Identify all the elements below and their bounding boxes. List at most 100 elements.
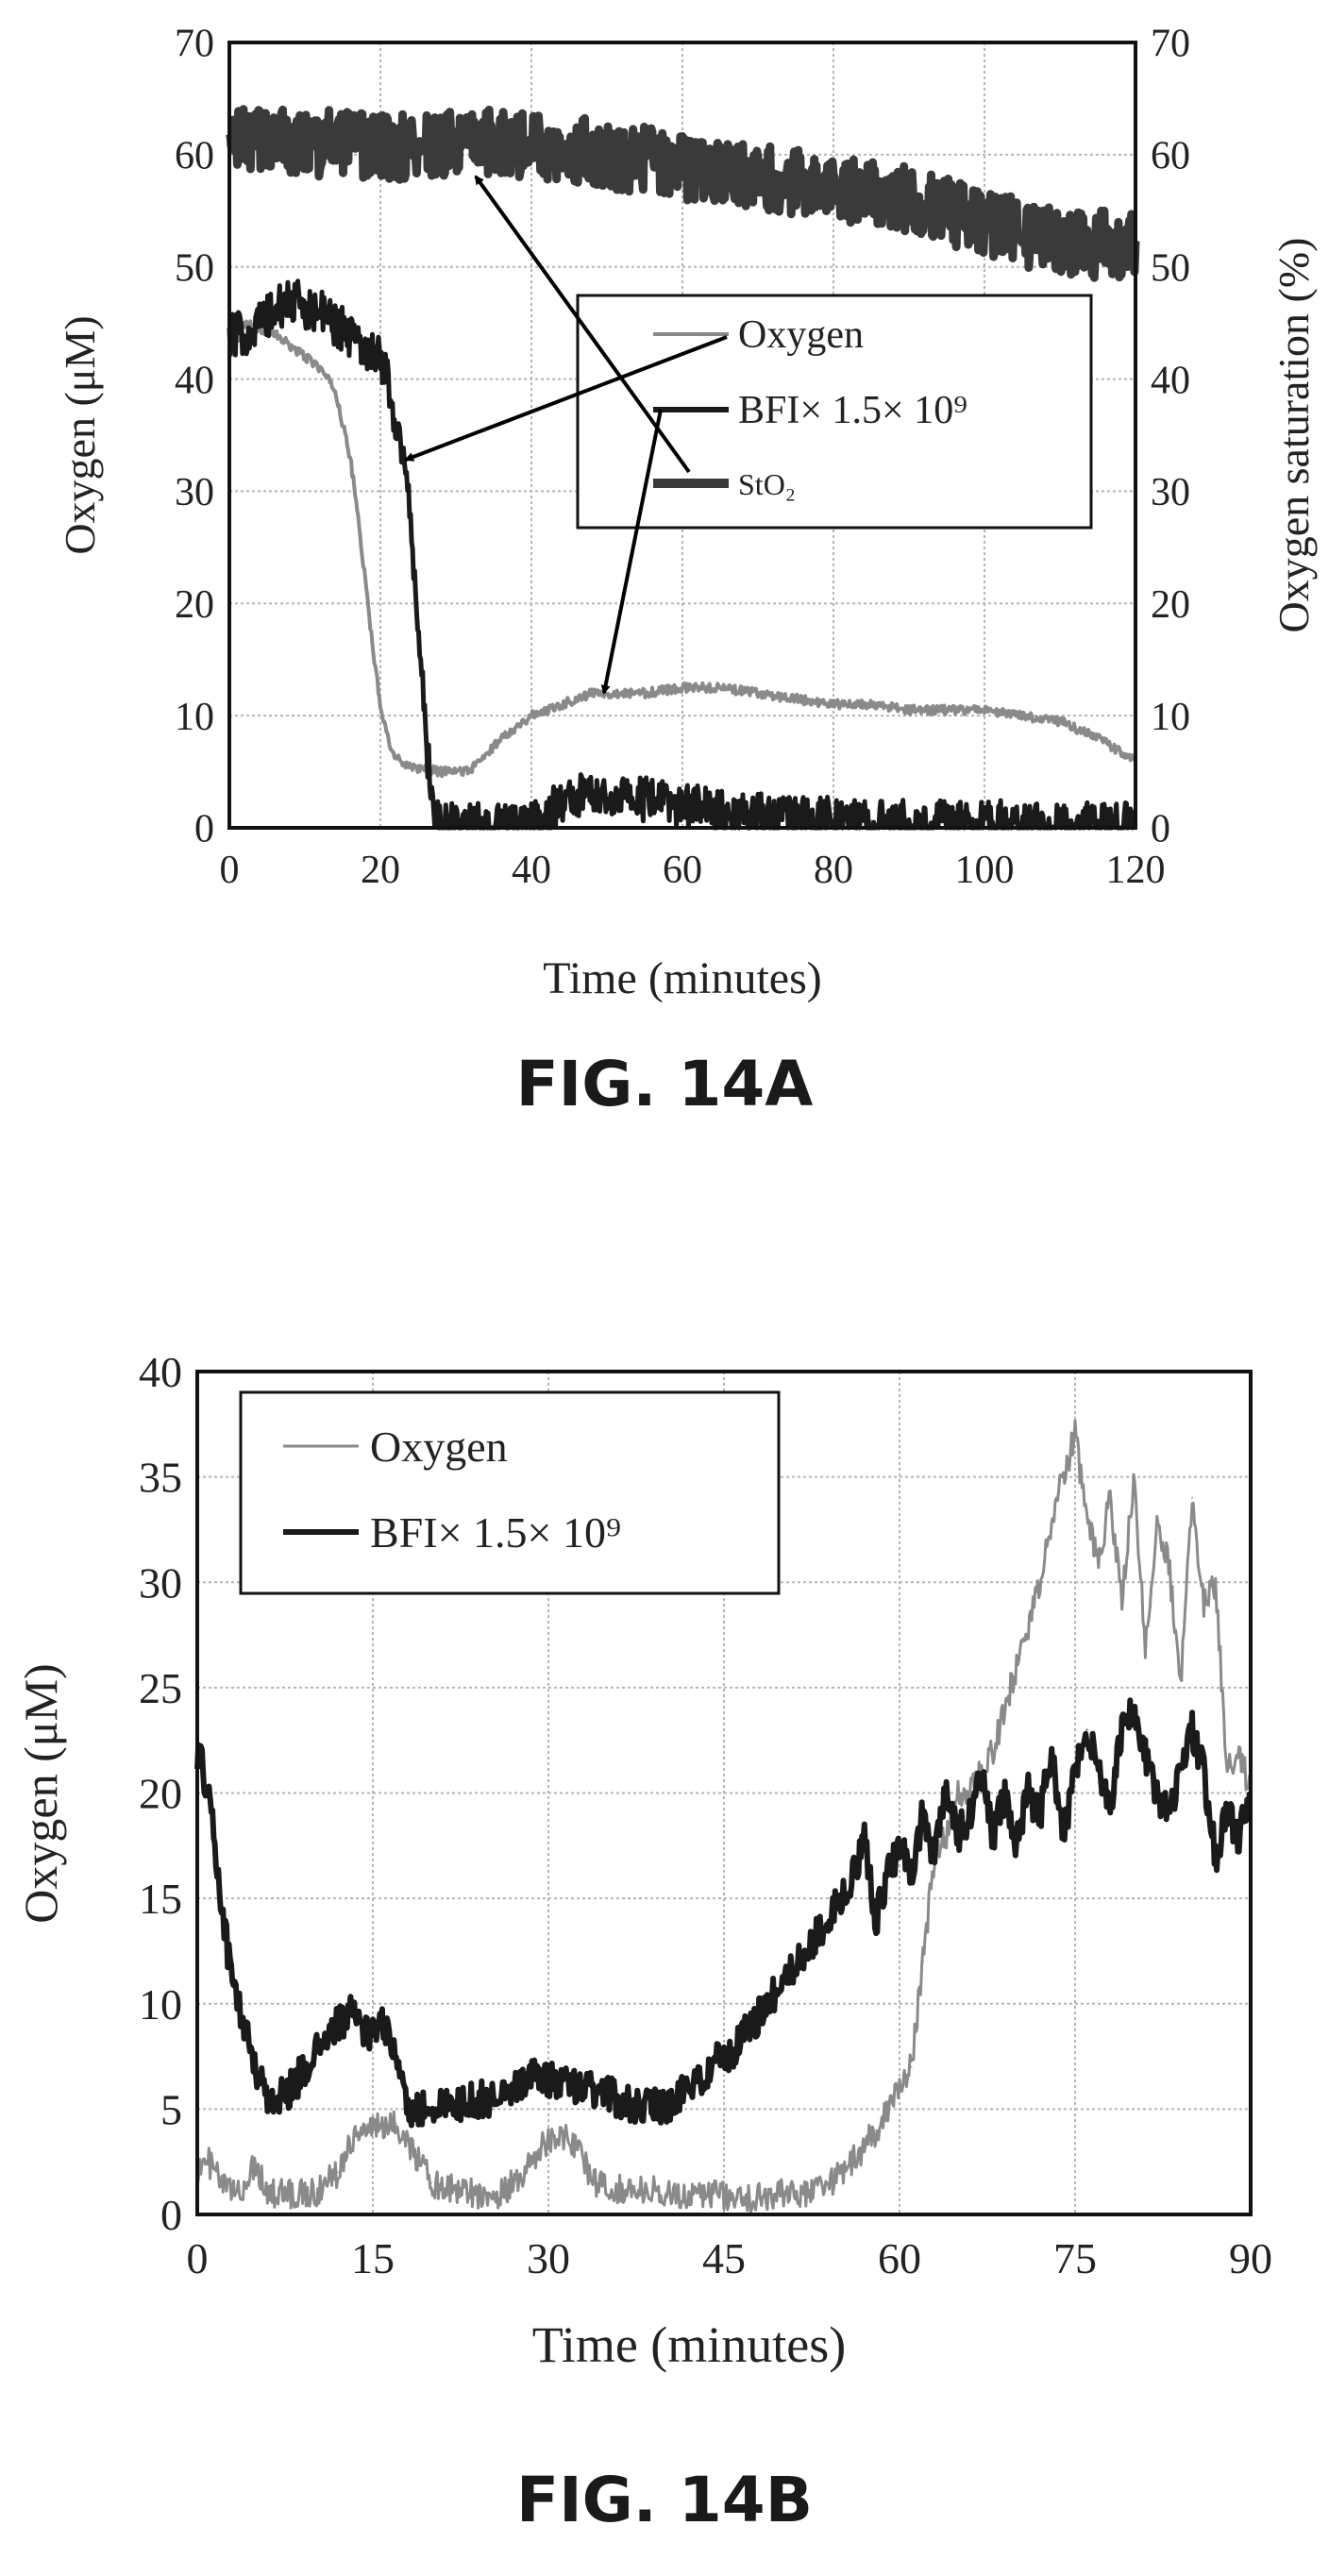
data-point-oxygen	[559, 2132, 562, 2136]
data-point-bfi-1-5-10	[594, 2091, 597, 2094]
data-point-oxygen	[1096, 736, 1100, 740]
arrow-to-oxygen-14a	[404, 335, 728, 462]
data-point-oxygen	[711, 2192, 714, 2195]
data-point-oxygen	[254, 2160, 258, 2164]
data-point-oxygen	[1015, 1665, 1018, 1668]
y-tick-label: 35	[139, 1454, 182, 1502]
data-point-oxygen	[1109, 1496, 1112, 1500]
data-point-bfi-1-5-10	[290, 2086, 293, 2090]
data-point-bfi-1-5-10	[617, 2097, 620, 2100]
data-point-oxygen	[208, 2160, 210, 2164]
data-point-oxygen	[514, 725, 518, 729]
data-point-oxygen	[348, 456, 352, 459]
tick-labels-14a: 0 20 40 60 80 100 1200102030405060700102030405…	[175, 23, 1190, 892]
data-point-bfi-1-5-10	[983, 820, 986, 824]
data-point-oxygen	[1168, 1559, 1170, 1563]
data-point-sto	[869, 193, 873, 195]
data-point-oxygen	[570, 2139, 573, 2143]
data-point-bfi-1-5-10	[886, 1876, 889, 1879]
data-point-bfi-1-5-10	[258, 321, 261, 325]
data-point-oxygen	[575, 698, 579, 700]
data-point-oxygen	[336, 2171, 339, 2174]
data-point-sto	[718, 170, 722, 173]
data-point-bfi-1-5-10	[439, 822, 443, 825]
data-point-bfi-1-5-10	[711, 2065, 714, 2068]
data-point-bfi-1-5-10	[395, 2055, 397, 2058]
data-point-bfi-1-5-10	[934, 1855, 936, 1858]
data-point-oxygen	[386, 736, 390, 740]
data-point-bfi-1-5-10	[863, 1833, 866, 1837]
data-point-oxygen	[992, 1749, 995, 1753]
series-layer-14a	[225, 105, 1140, 831]
figure-caption-14a: FIG. 14A	[515, 1048, 814, 1120]
data-point-sto	[492, 142, 496, 145]
y-tick-label: 25	[139, 1664, 182, 1712]
data-point-bfi-1-5-10	[231, 1981, 234, 1984]
data-point-oxygen	[500, 2192, 503, 2195]
x-tick-label: 100	[955, 849, 1015, 892]
data-point-bfi-1-5-10	[547, 2076, 550, 2079]
data-point-oxygen	[407, 2139, 410, 2143]
data-point-bfi-1-5-10	[208, 1792, 210, 1794]
data-point-oxygen	[945, 1833, 948, 1837]
legend-label-oxygen-14b: Oxygen	[370, 1423, 508, 1471]
data-point-bfi-1-5-10	[898, 1844, 901, 1847]
chart-14b: 0 15 30 45 60 75 90 0 5 10 15 20 25 30 35 40 Time (minu…	[14, 1348, 1272, 2373]
data-point-bfi-1-5-10	[303, 305, 307, 308]
data-point-oxygen	[1132, 1475, 1136, 1478]
data-point-oxygen	[794, 698, 798, 700]
data-point-sto	[530, 142, 533, 145]
x-tick-label: 60	[878, 2234, 921, 2282]
series-line-oxygen	[195, 1419, 1253, 2214]
data-point-bfi-1-5-10	[243, 332, 246, 336]
data-point-bfi-1-5-10	[530, 823, 533, 826]
data-point-bfi-1-5-10	[312, 2055, 316, 2058]
data-point-bfi-1-5-10	[1051, 1749, 1053, 1753]
data-point-bfi-1-5-10	[980, 1770, 984, 1774]
y-tick-label: 40	[175, 359, 214, 402]
data-point-oxygen	[477, 2192, 479, 2195]
data-point-bfi-1-5-10	[828, 1918, 831, 1921]
data-point-sto	[643, 159, 647, 161]
data-point-oxygen	[530, 714, 533, 717]
data-point-bfi-1-5-10	[254, 2065, 258, 2068]
y-tick-label: 60	[175, 135, 214, 178]
x-tick-label: 90	[1229, 2234, 1272, 2282]
data-point-bfi-1-5-10	[409, 513, 412, 515]
data-point-bfi-1-5-10	[1155, 1792, 1159, 1794]
y2-tick-label: 20	[1151, 583, 1190, 627]
data-point-oxygen	[869, 703, 873, 706]
data-point-bfi-1-5-10	[383, 2023, 386, 2027]
data-point-oxygen	[945, 709, 949, 712]
data-point-bfi-1-5-10	[641, 2108, 644, 2111]
data-point-sto	[1058, 243, 1062, 246]
x-tick-label: 30	[527, 2234, 570, 2282]
data-point-oxygen	[718, 686, 722, 689]
data-point-sto	[681, 164, 684, 167]
data-point-bfi-1-5-10	[1015, 1844, 1018, 1847]
data-point-bfi-1-5-10	[1073, 1770, 1077, 1774]
data-point-oxygen	[617, 2188, 620, 2191]
data-point-bfi-1-5-10	[1168, 1812, 1170, 1816]
data-point-bfi-1-5-10	[288, 299, 292, 302]
data-point-bfi-1-5-10	[379, 355, 382, 358]
data-point-sto	[983, 220, 986, 224]
data-point-bfi-1-5-10	[394, 422, 397, 426]
legend-label-oxygen-14a: Oxygen	[738, 313, 864, 357]
data-point-oxygen	[804, 2192, 807, 2195]
data-point-bfi-1-5-10	[453, 2103, 456, 2107]
data-point-bfi-1-5-10	[575, 795, 579, 798]
data-point-bfi-1-5-10	[851, 1876, 854, 1879]
y2-tick-label: 30	[1151, 471, 1190, 514]
data-point-bfi-1-5-10	[1226, 1812, 1229, 1816]
data-point-bfi-1-5-10	[363, 344, 367, 347]
data-point-bfi-1-5-10	[560, 801, 564, 805]
data-point-oxygen	[643, 692, 647, 695]
data-point-oxygen	[983, 709, 986, 712]
y-tick-label: 50	[175, 246, 214, 290]
data-point-oxygen	[1144, 1644, 1147, 1647]
data-point-bfi-1-5-10	[360, 2023, 362, 2027]
data-point-bfi-1-5-10	[401, 456, 405, 459]
data-point-bfi-1-5-10	[992, 1833, 995, 1837]
data-point-oxygen	[875, 2129, 878, 2131]
